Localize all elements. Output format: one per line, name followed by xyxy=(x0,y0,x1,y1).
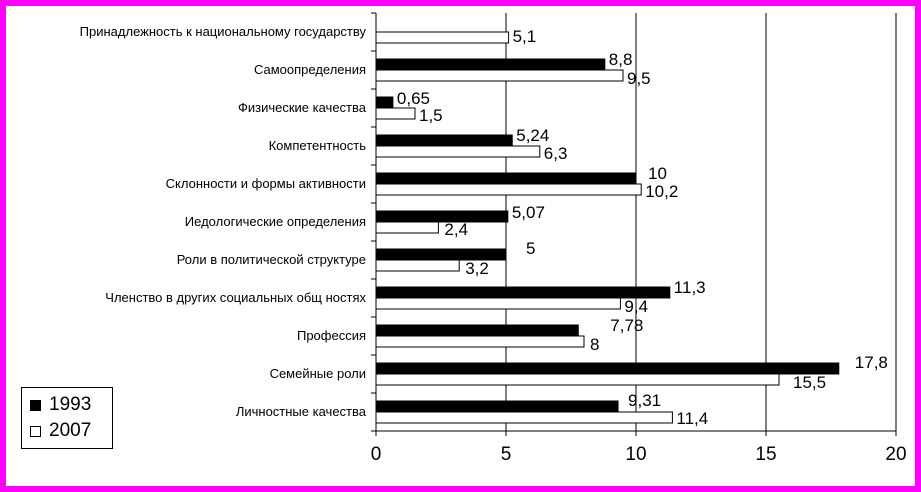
value-label-2007: 6,3 xyxy=(544,144,568,163)
axes xyxy=(371,12,897,436)
bar-2007 xyxy=(375,145,541,158)
category-label: Роли в политической структуре xyxy=(177,252,366,267)
category-label: Компетентность xyxy=(269,138,367,153)
bar-chart: Принадлежность к национальному государст… xyxy=(80,12,907,465)
bar-1993 xyxy=(375,324,579,337)
bar-2007 xyxy=(375,259,460,272)
legend-label: 1993 xyxy=(49,394,92,415)
value-label-1993: 10 xyxy=(648,164,667,183)
x-tick-label: 0 xyxy=(371,444,382,465)
x-tick-labels: 0 5 10 15 20 xyxy=(371,444,907,465)
category-label: Склонности и формы активности xyxy=(166,176,366,191)
bar-2007 xyxy=(375,411,673,424)
bar-2007 xyxy=(375,31,510,44)
category-label: Самоопределения xyxy=(254,62,366,77)
value-label-1993: 5,24 xyxy=(516,126,549,145)
value-label-1993: 7,78 xyxy=(610,316,643,335)
bar-1993 xyxy=(375,172,637,185)
category-label: Иедологические определения xyxy=(185,214,366,229)
bar-2007 xyxy=(375,69,624,82)
value-label-2007: 9,4 xyxy=(624,297,648,316)
value-label-2007: 2,4 xyxy=(444,220,468,239)
bar-1993 xyxy=(375,362,840,375)
x-tick-label: 20 xyxy=(885,444,906,465)
bar-1993 xyxy=(375,400,619,413)
bar-2007 xyxy=(375,373,780,386)
legend-label: 2007 xyxy=(49,420,92,441)
legend-swatch-black xyxy=(30,399,41,411)
x-tick-label: 15 xyxy=(755,444,776,465)
value-label-2007: 3,2 xyxy=(465,259,489,278)
value-label-2007: 8 xyxy=(590,335,599,354)
bar-2007 xyxy=(375,221,439,234)
value-label-2007: 9,5 xyxy=(627,69,651,88)
bar-1993 xyxy=(375,96,394,109)
value-label-1993: 5,07 xyxy=(512,203,545,222)
value-label-1993: 8,8 xyxy=(609,50,633,69)
value-label-2007: 1,5 xyxy=(419,106,443,125)
value-label-1993: 17,8 xyxy=(855,353,888,372)
x-tick-label: 10 xyxy=(625,444,646,465)
category-labels: Принадлежность к национальному государст… xyxy=(80,24,367,419)
value-label-1993: 5 xyxy=(526,239,535,258)
bar-2007 xyxy=(375,183,642,196)
legend-item-2007: 2007 xyxy=(30,420,91,442)
category-label: Личностные качества xyxy=(236,404,367,419)
bar-2007 xyxy=(375,335,585,348)
value-label-1993: 9,31 xyxy=(628,391,661,410)
bar-2007 xyxy=(375,297,621,310)
category-label: Принадлежность к национальному государст… xyxy=(80,24,367,39)
value-label-2007: 10,2 xyxy=(645,182,678,201)
value-label-1993: 0,65 xyxy=(397,89,430,108)
category-label: Членство в других социальных общ ностях xyxy=(105,290,366,305)
category-label: Физические качества xyxy=(238,100,367,115)
bar-2007 xyxy=(375,107,416,120)
value-label-2007: 11,4 xyxy=(676,409,708,428)
bar-1993 xyxy=(375,134,513,147)
bar-1993 xyxy=(375,210,509,223)
legend-swatch-white xyxy=(30,425,41,437)
bar-1993 xyxy=(375,58,606,71)
category-label: Профессия xyxy=(297,328,366,343)
category-label: Семейные роли xyxy=(270,366,366,381)
x-tick-label: 5 xyxy=(501,444,512,465)
value-label-2007: 5,1 xyxy=(513,27,537,46)
legend: 1993 2007 xyxy=(21,387,113,449)
value-label-1993: 11,3 xyxy=(674,278,706,297)
value-label-2007: 15,5 xyxy=(793,373,826,392)
legend-item-1993: 1993 xyxy=(30,394,91,416)
